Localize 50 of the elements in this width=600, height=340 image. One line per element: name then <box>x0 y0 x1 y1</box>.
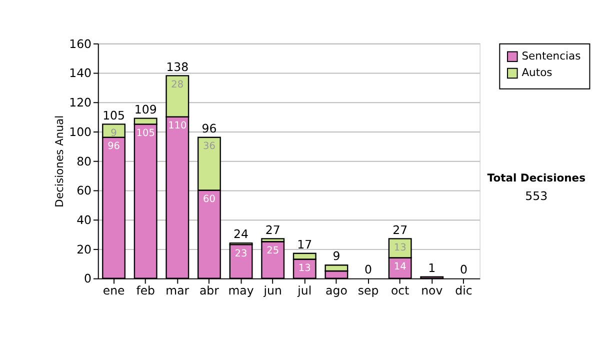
x-tick-label: dic <box>455 283 472 298</box>
x-tick-label: ene <box>102 283 125 298</box>
y-tick-label: 120 <box>69 96 92 110</box>
x-tick-label: may <box>228 283 254 298</box>
text: Total Decisiones <box>487 171 586 184</box>
y-tick-label: 140 <box>69 66 92 80</box>
data-label: 9 <box>110 128 117 139</box>
data-label: 105 <box>136 128 155 139</box>
y-tick-label: 40 <box>76 212 92 227</box>
y-tick-label: 160 <box>69 36 92 51</box>
x-tick-label: ago <box>326 283 348 298</box>
y-tick-label: 100 <box>69 124 92 139</box>
data-label: 28 <box>171 79 184 90</box>
total-label: 109 <box>134 102 157 116</box>
total-label: 105 <box>102 108 125 122</box>
data-label: 13 <box>298 262 311 274</box>
y-tick-label: 20 <box>76 242 92 256</box>
data-label: 60 <box>203 194 216 205</box>
total-label: 9 <box>332 249 340 264</box>
total-label: 17 <box>297 237 312 252</box>
x-tick-label: feb <box>136 283 155 298</box>
x-tick-label: jul <box>296 283 312 298</box>
data-label: 13 <box>394 242 406 254</box>
total-label: 27 <box>265 222 280 237</box>
data-label: 96 <box>108 141 120 152</box>
total-label: 0 <box>460 262 468 276</box>
x-tick-label: sep <box>358 283 379 298</box>
data-label: 110 <box>168 120 187 132</box>
y-axis-title: Decisiones Anual <box>53 115 66 208</box>
data-label: 14 <box>394 262 406 273</box>
x-tick-label: jun <box>262 283 282 298</box>
total-label: 24 <box>234 227 248 242</box>
y-tick-label: 80 <box>76 154 92 168</box>
y-tick-label: 0 <box>84 272 92 286</box>
total-label: 0 <box>364 262 372 276</box>
legend-label: Sentencias <box>522 50 582 63</box>
x-tick-label: abr <box>199 283 220 298</box>
legend-label: Autos <box>522 66 553 80</box>
x-tick-label: mar <box>166 283 190 298</box>
data-label: 23 <box>234 248 248 260</box>
x-tick-label: nov <box>421 283 443 298</box>
total-label: 27 <box>392 222 408 237</box>
total-label: 138 <box>166 60 189 74</box>
total-label: 96 <box>202 121 217 136</box>
total-label: 1 <box>428 260 436 275</box>
data-label: 36 <box>203 141 216 152</box>
x-tick-label: oct <box>390 283 410 298</box>
y-tick-label: 60 <box>76 184 92 198</box>
text: 553 <box>525 189 548 204</box>
data-label: 25 <box>266 245 280 256</box>
